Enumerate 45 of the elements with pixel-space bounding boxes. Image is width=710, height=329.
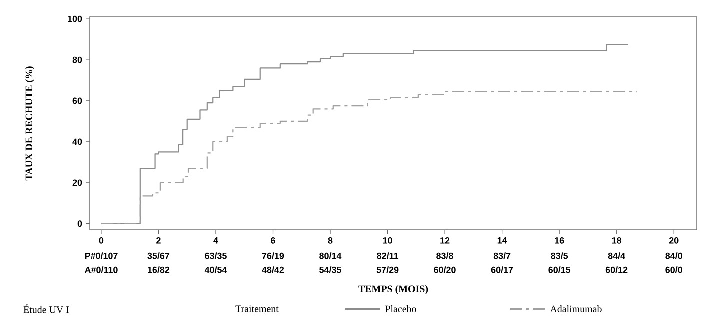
x-tick-label: 10 — [383, 238, 392, 244]
x-tick-label: 2 — [156, 238, 161, 244]
text: 16/82 — [148, 266, 170, 274]
x-tick-label: 20 — [669, 238, 679, 244]
y-axis-title: TAUX DE RECHUTE (%) — [25, 66, 35, 181]
y-tick-label: 0 — [78, 220, 82, 228]
text: 83/8 — [436, 252, 454, 260]
text: 83/5 — [551, 252, 568, 260]
text: 60/20 — [434, 266, 456, 274]
x-tick-label: 0 — [99, 238, 104, 244]
text: 60/12 — [606, 266, 628, 274]
x-tick-label: 4 — [214, 238, 218, 244]
x-tick-label: 8 — [328, 238, 333, 244]
text: 83/7 — [494, 252, 511, 260]
x-tick-label: 16 — [555, 238, 564, 244]
x-tick-label: 14 — [498, 238, 508, 244]
text: 63/35 — [205, 252, 227, 260]
legend-title: Traitement — [236, 306, 279, 312]
text: 35/67 — [148, 252, 170, 260]
text: 57/29 — [376, 266, 399, 274]
text: 82/11 — [377, 252, 399, 260]
y-tick-label: 80 — [72, 56, 82, 64]
text: 84/4 — [608, 252, 626, 260]
text: 80/14 — [320, 252, 342, 260]
text: 84/0 — [666, 252, 682, 260]
legend-label: Adalimumab — [550, 305, 602, 312]
y-tick-label: 40 — [72, 138, 82, 146]
text: A#0/110 — [85, 266, 118, 274]
legend-label: Placebo — [385, 305, 416, 312]
y-tick-label: 20 — [72, 180, 82, 186]
x-tick-label: 6 — [271, 238, 276, 244]
text: 54/35 — [320, 266, 342, 274]
x-axis-title: TEMPS (MOIS) — [358, 285, 428, 295]
text: 40/54 — [204, 266, 228, 274]
text: Étude UV I — [24, 304, 70, 314]
x-tick-label: 12 — [440, 238, 450, 244]
text: P#0/107 — [85, 252, 118, 260]
text: 60/0 — [666, 266, 682, 274]
y-tick-label: 100 — [68, 16, 82, 22]
text: 76/19 — [262, 252, 284, 260]
text: 48/42 — [262, 266, 284, 274]
x-tick-label: 18 — [612, 238, 622, 244]
text: 60/15 — [548, 266, 571, 274]
text: 60/17 — [491, 266, 514, 274]
y-tick-label: 60 — [72, 98, 82, 104]
